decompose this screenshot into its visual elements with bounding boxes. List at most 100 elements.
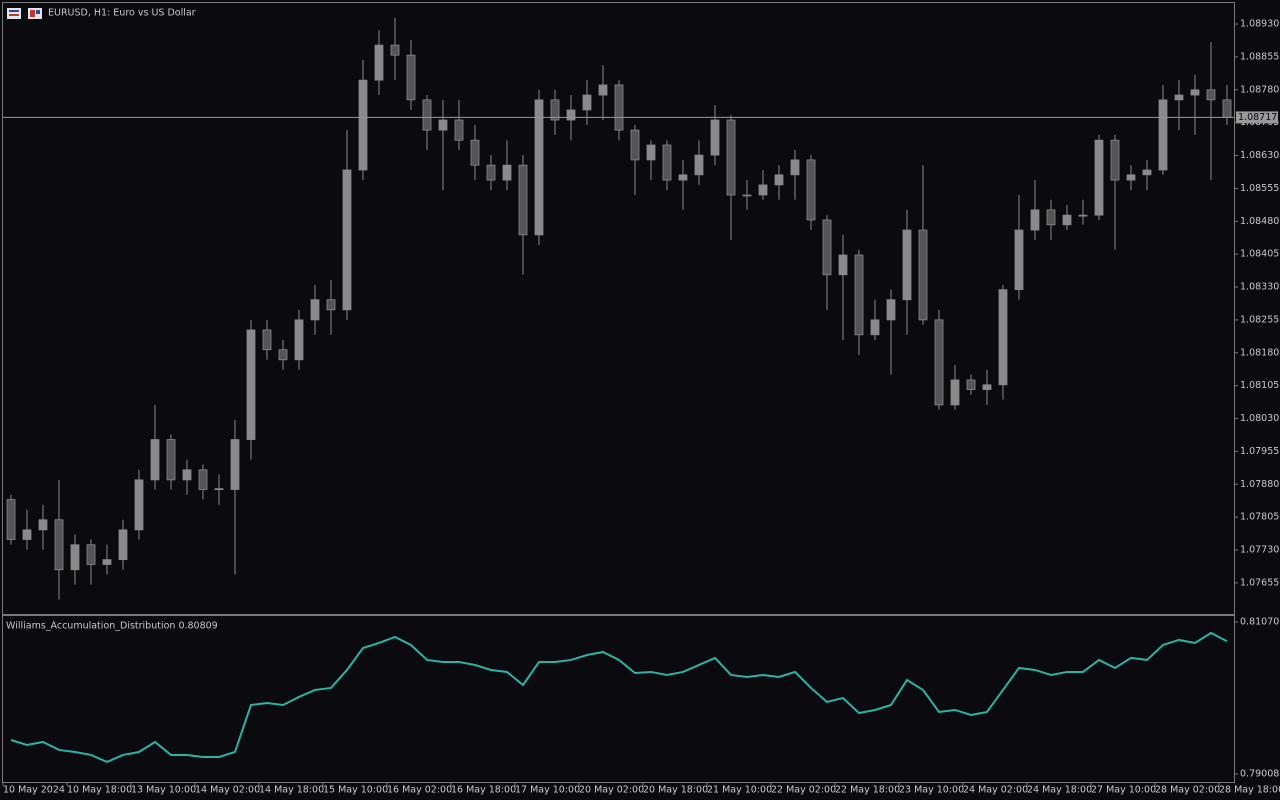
- candle-body: [310, 299, 320, 321]
- candle-body: [566, 109, 576, 121]
- candle-body: [1158, 99, 1168, 171]
- candle-body: [806, 159, 816, 221]
- candle-body: [998, 289, 1008, 386]
- candle-body: [598, 84, 608, 96]
- candle-body: [854, 254, 864, 336]
- candle-body: [214, 488, 224, 491]
- indicator-line: [10, 631, 1228, 764]
- candle-body: [422, 99, 432, 131]
- candle-body: [134, 479, 144, 531]
- icon-stripe: [9, 14, 19, 16]
- y-tick-label: 1.07955: [1240, 446, 1279, 457]
- y-tick-label: 1.08105: [1240, 380, 1279, 391]
- last-price-box: [1236, 111, 1278, 124]
- candle-body: [38, 519, 48, 531]
- candle-body: [230, 439, 240, 490]
- candle-body: [614, 84, 624, 131]
- candle-body: [262, 329, 272, 351]
- candle-body: [374, 44, 384, 81]
- candle-body: [1078, 214, 1088, 217]
- candle-body: [246, 329, 256, 440]
- candle-body: [54, 519, 64, 571]
- y-tick-label: 1.08480: [1240, 216, 1279, 227]
- candle-body: [454, 119, 464, 141]
- candle-body: [150, 439, 160, 481]
- candle-body: [710, 119, 720, 156]
- candle-body: [822, 219, 832, 276]
- last-price-label: 1.08717: [1238, 112, 1277, 123]
- candle-body: [550, 99, 560, 121]
- candle-body: [438, 119, 448, 131]
- candle-body: [1062, 214, 1072, 226]
- candle-body: [326, 299, 336, 311]
- y-tick-label: 1.08855: [1240, 51, 1279, 62]
- x-tick-label: 22 May 02:00: [771, 785, 836, 796]
- candle-body: [1014, 229, 1024, 291]
- x-tick-label: 10 May 2024: [3, 785, 65, 796]
- x-tick-label: 15 May 10:00: [323, 785, 388, 796]
- candle-body: [1030, 209, 1040, 231]
- indicator-title: Williams_Accumulation_Distribution 0.808…: [6, 621, 218, 632]
- y-tick-label: 1.08255: [1240, 314, 1279, 325]
- candle-body: [646, 144, 656, 161]
- x-tick-label: 10 May 18:00: [67, 785, 132, 796]
- candle-body: [902, 229, 912, 301]
- price-panel: [2, 2, 1235, 615]
- y-tick-label: 1.08330: [1240, 282, 1279, 293]
- candle-body: [694, 154, 704, 176]
- x-tick-label: 16 May 18:00: [451, 785, 516, 796]
- candle-body: [390, 44, 400, 56]
- y-tick-label: 1.07730: [1240, 545, 1279, 556]
- candle-body: [630, 129, 640, 161]
- x-tick-label: 28 May 18:00: [1219, 785, 1280, 796]
- candle-body: [22, 529, 32, 540]
- candle-body: [502, 164, 512, 181]
- x-tick-label: 14 May 18:00: [259, 785, 324, 796]
- candle-body: [758, 184, 768, 196]
- candle-body: [678, 174, 688, 181]
- candle-body: [294, 319, 304, 361]
- y-tick-label: 1.08405: [1240, 249, 1279, 260]
- x-tick-label: 16 May 02:00: [387, 785, 452, 796]
- candle-body: [198, 469, 208, 490]
- candle-body: [886, 299, 896, 321]
- candle-body: [166, 439, 176, 481]
- icon-stripe: [9, 10, 19, 12]
- candle-body: [358, 79, 368, 171]
- x-tick-label: 24 May 02:00: [963, 785, 1028, 796]
- candle-body: [662, 144, 672, 181]
- x-tick-label: 13 May 10:00: [131, 785, 196, 796]
- candle-body: [1126, 174, 1136, 181]
- x-tick-label: 20 May 18:00: [643, 785, 708, 796]
- y-tick-label: 1.07655: [1240, 577, 1279, 588]
- candle-body: [870, 319, 880, 336]
- candle-body: [486, 164, 496, 181]
- x-tick-label: 20 May 02:00: [579, 785, 644, 796]
- candle-body: [518, 164, 528, 236]
- candle-body: [1174, 94, 1184, 101]
- y-tick-label: 1.08180: [1240, 347, 1279, 358]
- candle-body: [950, 379, 960, 406]
- candle-body: [118, 529, 128, 561]
- candle-body: [534, 99, 544, 236]
- candle-body: [1222, 99, 1232, 118]
- icon-flag-eu[interactable]: [7, 8, 21, 19]
- candle-body: [1046, 209, 1056, 226]
- x-tick-label: 28 May 02:00: [1155, 785, 1220, 796]
- chart-title: EURUSD, H1: Euro vs US Dollar: [48, 8, 196, 19]
- x-tick-label: 17 May 10:00: [515, 785, 580, 796]
- candle-body: [918, 229, 928, 321]
- indicator-panel: [2, 615, 1235, 783]
- candle-body: [982, 384, 992, 390]
- symbol-icons[interactable]: [7, 8, 42, 19]
- y-tick-label: 1.07880: [1240, 479, 1279, 490]
- candle-body: [86, 544, 96, 565]
- candle-body: [406, 54, 416, 101]
- y-tick-label: 1.08030: [1240, 413, 1279, 424]
- x-tick-label: 27 May 10:00: [1091, 785, 1156, 796]
- y-tick-label: 0.79008: [1240, 768, 1279, 779]
- icon-stripe: [30, 10, 35, 17]
- candle-body: [182, 469, 192, 481]
- x-tick-label: 24 May 18:00: [1027, 785, 1092, 796]
